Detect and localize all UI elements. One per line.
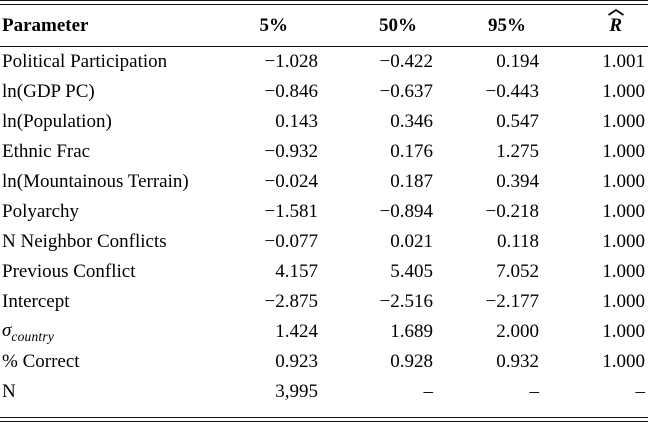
results-table: Parameter 5% 50% 95% R Political Partici…: [0, 5, 648, 407]
param-cell: Intercept: [2, 291, 70, 313]
value-cell-95pct: −2.177: [485, 291, 539, 313]
param-cell: N: [2, 381, 16, 403]
value-cell-95pct: –: [529, 381, 540, 403]
value-cell-50pct: 0.346: [390, 111, 433, 133]
value-cell-rhat: 1.000: [602, 291, 645, 313]
value-cell-95pct: 0.547: [496, 111, 539, 133]
value-cell-95pct: 0.394: [496, 171, 539, 193]
value-cell-95pct: 0.194: [496, 51, 539, 73]
table-row: Polyarchy −1.581 −0.894 −0.218 1.000: [0, 197, 648, 227]
value-cell-5pct: −0.024: [264, 171, 318, 193]
table-row-sample-size: N 3,995 – – –: [0, 377, 648, 407]
rhat-symbol: R: [607, 8, 624, 37]
table-row: Political Participation −1.028 −0.422 0.…: [0, 47, 648, 78]
bottom-inner-rule: [0, 421, 648, 423]
value-cell-95pct: 7.052: [496, 261, 539, 283]
value-cell-rhat: 1.000: [602, 201, 645, 223]
table-row: % Correct 0.923 0.928 0.932 1.000: [0, 347, 648, 377]
value-cell-rhat: 1.000: [602, 111, 645, 133]
table-row-sigma-country: σcountry 1.424 1.689 2.000 1.000: [0, 317, 648, 347]
param-cell: Ethnic Frac: [2, 141, 91, 163]
value-cell-5pct: 3,995: [275, 381, 318, 403]
table-row: Previous Conflict 4.157 5.405 7.052 1.00…: [0, 257, 648, 287]
param-cell-sigma: σcountry: [0, 317, 233, 347]
value-cell-50pct: 0.187: [390, 171, 433, 193]
table-row: ln(GDP PC) −0.846 −0.637 −0.443 1.000: [0, 77, 648, 107]
circumflex-hat-icon: [607, 8, 624, 16]
value-cell-5pct: 0.143: [275, 111, 318, 133]
top-inner-rule: [0, 4, 648, 6]
value-cell-50pct: −0.422: [379, 51, 433, 73]
header-row: Parameter 5% 50% 95% R: [0, 5, 648, 48]
value-cell-50pct: 1.689: [390, 321, 433, 343]
column-header-rhat: R: [539, 5, 648, 48]
column-header-5pct: 5%: [233, 5, 318, 48]
value-cell-5pct: −1.581: [264, 201, 318, 223]
value-cell-95pct: 2.000: [496, 321, 539, 343]
value-cell-50pct: 0.928: [390, 351, 433, 373]
value-cell-95pct: −0.218: [485, 201, 539, 223]
value-cell-rhat: 1.000: [602, 81, 645, 103]
value-cell-95pct: −0.443: [485, 81, 539, 103]
value-cell-5pct: 4.157: [275, 261, 318, 283]
table-row: N Neighbor Conflicts −0.077 0.021 0.118 …: [0, 227, 648, 257]
value-cell-5pct: −2.875: [264, 291, 318, 313]
value-cell-50pct: −2.516: [379, 291, 433, 313]
table-row: Intercept −2.875 −2.516 −2.177 1.000: [0, 287, 648, 317]
param-cell: Polyarchy: [2, 201, 80, 223]
value-cell-rhat: 1.000: [602, 231, 645, 253]
value-cell-rhat: 1.000: [602, 321, 645, 343]
value-cell-95pct: 1.275: [496, 141, 539, 163]
table-row: ln(Population) 0.143 0.346 0.547 1.000: [0, 107, 648, 137]
value-cell-50pct: –: [423, 381, 434, 403]
value-cell-95pct: 0.118: [496, 231, 539, 253]
param-cell: ln(Population): [2, 111, 112, 133]
column-header-95pct: 95%: [433, 5, 539, 48]
sigma-subscript: country: [11, 328, 55, 344]
column-header-parameter: Parameter: [0, 5, 233, 48]
value-cell-50pct: −0.637: [379, 81, 433, 103]
value-cell-5pct: −1.028: [264, 51, 318, 73]
top-outer-rule: [0, 0, 648, 1]
value-cell-5pct: 1.424: [275, 321, 318, 343]
value-cell-rhat: 1.000: [602, 141, 645, 163]
param-cell: N Neighbor Conflicts: [2, 231, 167, 253]
value-cell-rhat: 1.000: [602, 171, 645, 193]
value-cell-rhat: 1.000: [602, 351, 645, 373]
value-cell-5pct: −0.932: [264, 141, 318, 163]
param-cell: Political Participation: [2, 51, 168, 73]
value-cell-50pct: 0.176: [390, 141, 433, 163]
param-cell: ln(GDP PC): [2, 81, 95, 103]
sigma-symbol: σ: [2, 319, 12, 341]
bottom-outer-rule: [0, 417, 648, 419]
value-cell-rhat: 1.000: [602, 261, 645, 283]
table-row: ln(Mountainous Terrain) −0.024 0.187 0.3…: [0, 167, 648, 197]
rhat-base-letter: R: [609, 14, 622, 36]
value-cell-5pct: −0.846: [264, 81, 318, 103]
value-cell-rhat: –: [635, 381, 646, 403]
column-header-50pct: 50%: [318, 5, 433, 48]
value-cell-5pct: −0.077: [264, 231, 318, 253]
value-cell-rhat: 1.001: [602, 51, 645, 73]
table-row: Ethnic Frac −0.932 0.176 1.275 1.000: [0, 137, 648, 167]
value-cell-50pct: 5.405: [390, 261, 433, 283]
value-cell-50pct: 0.021: [390, 231, 433, 253]
value-cell-95pct: 0.932: [496, 351, 539, 373]
param-cell: ln(Mountainous Terrain): [2, 171, 189, 193]
param-cell: % Correct: [2, 351, 80, 373]
value-cell-5pct: 0.923: [275, 351, 318, 373]
value-cell-50pct: −0.894: [379, 201, 433, 223]
param-cell: Previous Conflict: [2, 261, 136, 283]
